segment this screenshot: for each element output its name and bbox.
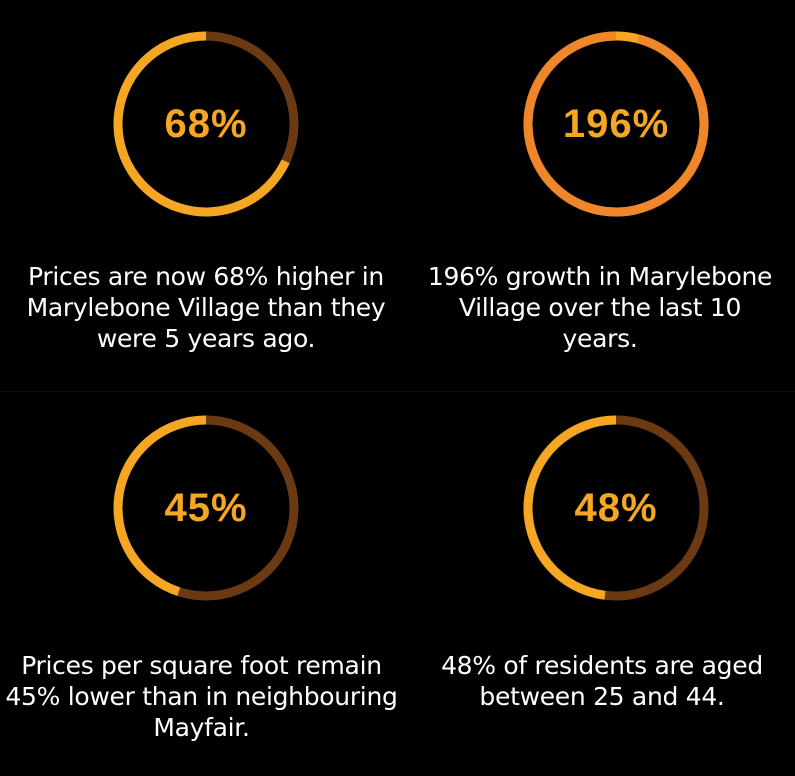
progress-ring: 196% — [520, 28, 712, 220]
ring-svg — [113, 31, 299, 217]
progress-ring: 68% — [110, 28, 302, 220]
ring-arc — [113, 31, 290, 217]
ring-value-label: 48% — [574, 486, 658, 530]
stat-card: 45% Prices per square foot remain 45% lo… — [0, 392, 398, 776]
ring-value-label: 68% — [164, 102, 248, 146]
ring-arc — [523, 31, 709, 217]
ring-arc — [523, 415, 617, 600]
stat-caption: 196% growth in Marylebone Village over t… — [427, 262, 773, 353]
stat-caption: 48% of residents are aged between 25 and… — [441, 651, 763, 711]
ring-svg — [523, 31, 709, 217]
stat-card: 68% Prices are now 68% higher in Maryleb… — [0, 0, 397, 384]
progress-ring: 48% — [520, 412, 712, 604]
ring-arc — [113, 415, 207, 596]
row-divider — [0, 391, 795, 392]
progress-ring: 45% — [110, 412, 302, 604]
ring-value-label: 196% — [562, 102, 670, 146]
ring-svg — [523, 415, 709, 601]
stat-card: 48% 48% of residents are aged between 25… — [398, 392, 795, 776]
stat-caption: Prices per square foot remain 45% lower … — [5, 651, 398, 742]
ring-value-label: 45% — [164, 486, 248, 530]
stat-card: 196% 196% growth in Marylebone Village o… — [398, 0, 795, 384]
ring-svg — [113, 415, 299, 601]
stat-caption: Prices are now 68% higher in Marylebone … — [26, 262, 386, 353]
